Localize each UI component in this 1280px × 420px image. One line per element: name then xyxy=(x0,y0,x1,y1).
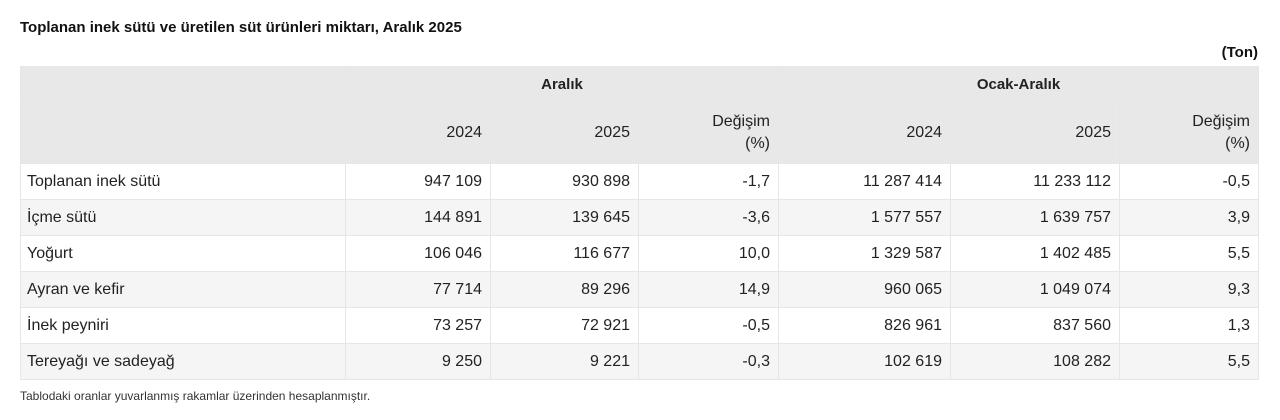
table-cell: 9 221 xyxy=(490,343,639,380)
table-cell: 14,9 xyxy=(638,271,779,308)
table-cell: -0,5 xyxy=(1118,163,1260,200)
table-cell: 837 560 xyxy=(950,307,1120,344)
column-header: Değişim (%) xyxy=(1118,101,1260,164)
table-cell: -3,6 xyxy=(638,199,779,236)
table-row: Toplanan inek sütü 947 109 930 898 -1,7 11 2… xyxy=(20,163,1260,200)
header-empty-cell xyxy=(20,66,346,102)
table-cell: 106 046 xyxy=(345,235,491,272)
table-cell: 72 921 xyxy=(490,307,639,344)
table-cell: 73 257 xyxy=(345,307,491,344)
table-cell: 1 329 587 xyxy=(778,235,951,272)
table-row: Yoğurt 106 046 116 677 10,0 1 329 587 1 402 4… xyxy=(20,235,1260,272)
table-cell: 89 296 xyxy=(490,271,639,308)
row-label: İnek peyniri xyxy=(20,307,346,344)
table-cell: 108 282 xyxy=(950,343,1120,380)
table-cell: -0,5 xyxy=(638,307,779,344)
table-row: Tereyağı ve sadeyağ 9 250 9 221 -0,3 102 619… xyxy=(20,343,1260,380)
table-cell: 139 645 xyxy=(490,199,639,236)
table-cell: 1 049 074 xyxy=(950,271,1120,308)
table-cell: 3,9 xyxy=(1118,199,1260,236)
column-header: 2025 xyxy=(490,101,639,164)
table-cell: 5,5 xyxy=(1118,235,1260,272)
unit-label: (Ton) xyxy=(1221,44,1258,61)
table-cell: 77 714 xyxy=(345,271,491,308)
row-label: Yoğurt xyxy=(20,235,346,272)
table-cell: 5,5 xyxy=(1118,343,1260,380)
table-cell: 116 677 xyxy=(490,235,639,272)
row-label: Tereyağı ve sadeyağ xyxy=(20,343,346,380)
column-header: 2024 xyxy=(778,101,951,164)
table-cell: 1 577 557 xyxy=(778,199,951,236)
table-cell: 1 402 485 xyxy=(950,235,1120,272)
table-cell: 1 639 757 xyxy=(950,199,1120,236)
column-header: 2025 xyxy=(950,101,1120,164)
page-title: Toplanan inek sütü ve üretilen süt ürünl… xyxy=(20,19,462,36)
data-table: Aralık Ocak-Aralık 2024 2025 Değişim (%)… xyxy=(20,66,1260,380)
table-cell: 930 898 xyxy=(490,163,639,200)
table-row: İçme sütü 144 891 139 645 -3,6 1 577 557 1 63… xyxy=(20,199,1260,236)
group-header-ocak-aralik: Ocak-Aralık xyxy=(777,66,1260,102)
table-cell: 9,3 xyxy=(1118,271,1260,308)
column-header: 2024 xyxy=(345,101,491,164)
table-cell: 947 109 xyxy=(345,163,491,200)
table-cell: 10,0 xyxy=(638,235,779,272)
column-header-row: 2024 2025 Değişim (%) 2024 2025 Değişim … xyxy=(20,101,1260,164)
header-empty-cell xyxy=(20,101,346,164)
table-row: İnek peyniri 73 257 72 921 -0,5 826 961 837 5… xyxy=(20,307,1260,344)
table-cell: -1,7 xyxy=(638,163,779,200)
group-header-row: Aralık Ocak-Aralık xyxy=(20,66,1260,102)
footnote: Tablodaki oranlar yuvarlanmış rakamlar ü… xyxy=(20,389,371,403)
table-cell: 11 287 414 xyxy=(778,163,951,200)
table-cell: 960 065 xyxy=(778,271,951,308)
table-row: Ayran ve kefir 77 714 89 296 14,9 960 065 1 0… xyxy=(20,271,1260,308)
row-label: Ayran ve kefir xyxy=(20,271,346,308)
table-cell: 9 250 xyxy=(345,343,491,380)
table-cell: 1,3 xyxy=(1118,307,1260,344)
column-header: Değişim (%) xyxy=(638,101,779,164)
table-cell: -0,3 xyxy=(638,343,779,380)
group-header-aralik: Aralık xyxy=(345,66,779,102)
row-label: İçme sütü xyxy=(20,199,346,236)
table-cell: 144 891 xyxy=(345,199,491,236)
table-cell: 11 233 112 xyxy=(950,163,1120,200)
row-label: Toplanan inek sütü xyxy=(20,163,346,200)
table-cell: 102 619 xyxy=(778,343,951,380)
table-cell: 826 961 xyxy=(778,307,951,344)
